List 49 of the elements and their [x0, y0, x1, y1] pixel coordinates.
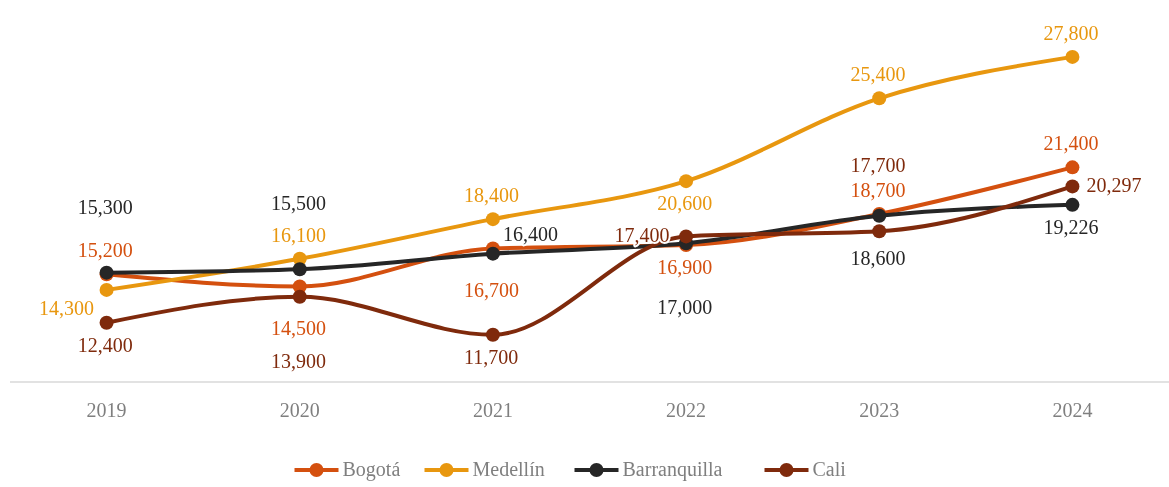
- legend-label: Cali: [812, 458, 847, 480]
- data-label: 12,400: [77, 333, 133, 356]
- legend-label: Barranquilla: [622, 458, 723, 481]
- data-label: 18,600: [850, 246, 906, 269]
- data-label: 11,700: [464, 345, 519, 368]
- legend-label: Medellín: [472, 458, 545, 480]
- data-label: 20,600: [657, 192, 713, 215]
- legend-label: Bogotá: [342, 458, 401, 481]
- data-label: 15,200: [77, 239, 133, 262]
- point: [872, 224, 887, 239]
- data-label: 16,900: [657, 256, 713, 279]
- point: [485, 246, 500, 261]
- data-label: 25,400: [850, 63, 906, 86]
- point: [1065, 179, 1080, 194]
- data-label: 20,297: [1086, 174, 1142, 197]
- data-label: 17,400: [614, 224, 670, 247]
- point: [485, 327, 500, 342]
- point: [292, 262, 307, 277]
- data-label: 16,700: [464, 279, 520, 302]
- point: [99, 315, 114, 330]
- x-tick-label: 2024: [1052, 399, 1093, 421]
- x-tick-label: 2023: [859, 399, 900, 421]
- data-label: 18,400: [464, 184, 520, 207]
- data-label: 15,300: [77, 195, 133, 218]
- point: [1065, 49, 1080, 64]
- data-label: 17,700: [850, 154, 906, 177]
- point: [292, 289, 307, 304]
- data-label: 14,500: [270, 317, 326, 340]
- x-tick-label: 2021: [472, 399, 513, 421]
- point: [679, 174, 694, 189]
- point: [99, 282, 114, 297]
- point: [485, 212, 500, 227]
- data-label: 19,226: [1043, 215, 1099, 238]
- data-label: 14,300: [38, 296, 94, 319]
- x-tick-label: 2019: [86, 399, 127, 421]
- point: [872, 91, 887, 106]
- x-tick-label: 2020: [279, 399, 320, 421]
- data-label: 16,400: [502, 222, 558, 245]
- point: [1065, 160, 1080, 175]
- data-label: 21,400: [1043, 132, 1099, 155]
- data-label: 15,500: [270, 192, 326, 215]
- point: [1065, 197, 1080, 212]
- data-label: 17,000: [657, 296, 713, 319]
- data-label: 18,700: [850, 178, 906, 201]
- point: [679, 229, 694, 244]
- data-label: 13,900: [270, 349, 326, 372]
- data-label: 27,800: [1043, 21, 1099, 44]
- data-label: 16,100: [270, 223, 326, 246]
- x-tick-label: 2022: [666, 399, 707, 421]
